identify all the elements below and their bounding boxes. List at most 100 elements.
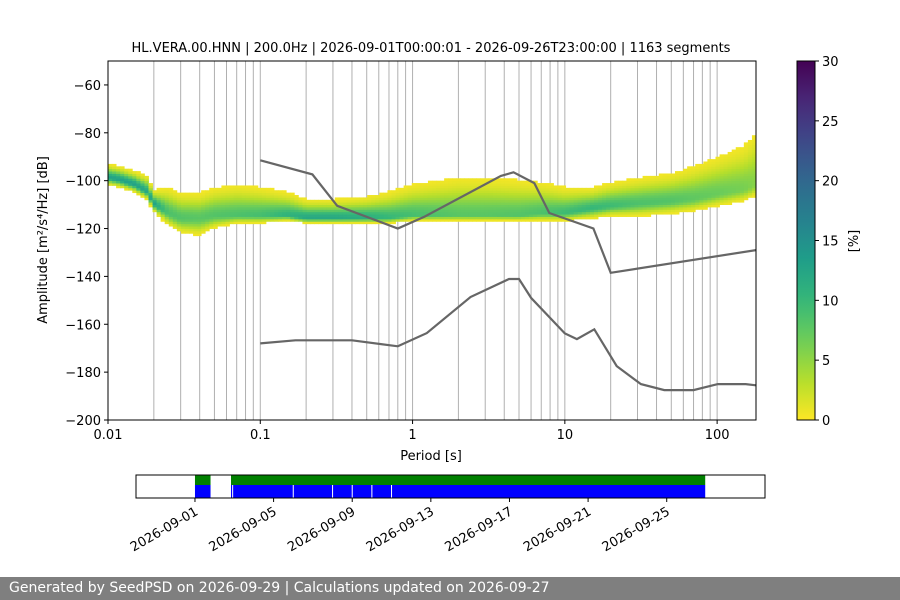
heatmap-cell [346,206,352,210]
heatmap-cell [379,209,384,213]
heatmap-cell [318,216,324,220]
heatmap-cell [278,214,283,217]
heatmap-cell [184,218,190,222]
heatmap-cell [229,216,234,220]
heatmap-cell [395,214,400,217]
heatmap-cell [448,216,453,220]
heatmap-cell [338,214,344,217]
heatmap-cell [440,180,445,184]
heatmap-cell [184,226,190,229]
heatmap-cell [432,211,437,215]
heatmap-cell [201,218,206,222]
heatmap-cell [432,195,437,198]
heatmap-cell [286,199,291,203]
y-tick-label: −80 [74,127,101,142]
heatmap-cell [618,211,623,215]
heatmap-cell [326,216,332,220]
heatmap-cell [703,171,708,174]
heatmap-cell [423,204,429,208]
heatmap-cell [189,221,194,225]
heatmap-cell [751,195,756,198]
heatmap-cell [403,209,409,213]
heatmap-cell [411,197,417,201]
heatmap-cell [598,199,603,203]
heatmap-cell [468,211,473,215]
heatmap-cell [197,206,202,210]
heatmap-cell [452,192,457,196]
heatmap-cell [419,204,425,208]
heatmap-cell [476,214,481,217]
heatmap-cell [274,190,279,194]
heatmap-cell [221,223,226,227]
heatmap-cell [711,168,716,172]
heatmap-cell [387,211,392,215]
heatmap-cell [695,183,700,186]
heatmap-cell [634,185,639,189]
heatmap-cell [670,190,676,194]
heatmap-cell [634,214,639,217]
heatmap-cell [747,183,753,186]
heatmap-cell [703,183,708,186]
heatmap-cell [278,216,283,220]
heatmap-cell [205,211,210,215]
heatmap-cell [739,161,745,165]
heatmap-cell [480,178,486,182]
heatmap-cell [237,192,243,196]
heatmap-cell [419,199,425,203]
heatmap-cell [249,202,255,205]
heatmap-cell [484,185,490,189]
heatmap-cell [444,199,449,203]
heatmap-cell [508,185,514,189]
heatmap-cell [306,204,311,208]
heatmap-cell [533,199,538,203]
heatmap-cell [529,197,534,201]
heatmap-cell [176,195,182,198]
heatmap-cell [464,209,469,213]
heatmap-cell [176,211,182,215]
heatmap-cell [723,173,729,177]
heatmap-cell [513,214,518,217]
heatmap-cell [221,204,226,208]
heatmap-cell [427,197,433,201]
heatmap-cell [472,190,477,194]
heatmap-cell [436,185,441,189]
heatmap-cell [573,204,579,208]
heatmap-cell [282,190,287,194]
heatmap-cell [577,192,583,196]
heatmap-cell [221,221,226,225]
heatmap-cell [658,211,664,215]
heatmap-cell [201,204,206,208]
heatmap-cell [464,216,469,220]
heatmap-cell [456,192,461,196]
heatmap-cell [662,173,668,177]
heatmap-cell [197,226,202,229]
heatmap-cell [614,180,619,184]
heatmap-cell [650,204,656,208]
heatmap-cell [359,206,364,210]
heatmap-cell [245,206,251,210]
heatmap-cell [496,192,502,196]
heatmap-cell [711,171,716,174]
heatmap-cell [448,197,453,201]
heatmap-cell [492,199,498,203]
heatmap-cell [751,192,756,196]
heatmap-cell [371,202,376,205]
heatmap-cell [440,187,445,191]
heatmap-cell [411,209,417,213]
heatmap-cell [727,175,733,179]
heatmap-cell [699,180,704,184]
heatmap-cell [176,204,182,208]
heatmap-cell [306,199,311,203]
heatmap-cell [541,195,546,198]
heatmap-cell [533,216,538,220]
heatmap-cell [237,197,243,201]
heatmap-cell [561,187,567,191]
heatmap-cell [213,190,218,194]
heatmap-cell [650,187,656,191]
heatmap-cell [585,187,591,191]
heatmap-cell [108,180,113,184]
heatmap-cell [407,209,413,213]
heatmap-cell [201,190,206,194]
heatmap-cell [460,214,465,217]
heatmap-cell [654,206,660,210]
